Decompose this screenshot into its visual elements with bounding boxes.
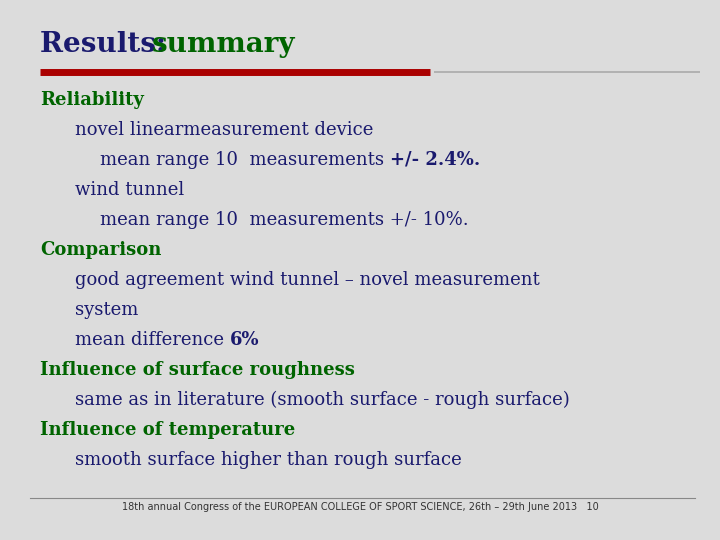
Text: wind tunnel: wind tunnel xyxy=(75,181,184,199)
Text: Results:: Results: xyxy=(40,31,176,58)
Text: smooth surface higher than rough surface: smooth surface higher than rough surface xyxy=(75,451,462,469)
Text: Influence of temperature: Influence of temperature xyxy=(40,421,295,439)
Text: Reliability: Reliability xyxy=(40,91,144,109)
Text: mean difference: mean difference xyxy=(75,331,230,349)
Text: Comparison: Comparison xyxy=(40,241,161,259)
Text: Influence of surface roughness: Influence of surface roughness xyxy=(40,361,355,379)
Text: mean range 10  measurements: mean range 10 measurements xyxy=(100,151,390,169)
Text: 18th annual Congress of the EUROPEAN COLLEGE OF SPORT SCIENCE, 26th – 29th June : 18th annual Congress of the EUROPEAN COL… xyxy=(122,502,598,512)
Text: +/- 2.4%.: +/- 2.4%. xyxy=(390,151,480,169)
Text: mean range 10  measurements +/- 10%.: mean range 10 measurements +/- 10%. xyxy=(100,211,469,229)
Text: same as in literature (smooth surface - rough surface): same as in literature (smooth surface - … xyxy=(75,391,570,409)
Text: good agreement wind tunnel – novel measurement: good agreement wind tunnel – novel measu… xyxy=(75,271,540,289)
Text: summary: summary xyxy=(152,31,295,58)
Text: 6%: 6% xyxy=(230,331,259,349)
Text: novel linearmeasurement device: novel linearmeasurement device xyxy=(75,121,374,139)
Text: system: system xyxy=(75,301,138,319)
